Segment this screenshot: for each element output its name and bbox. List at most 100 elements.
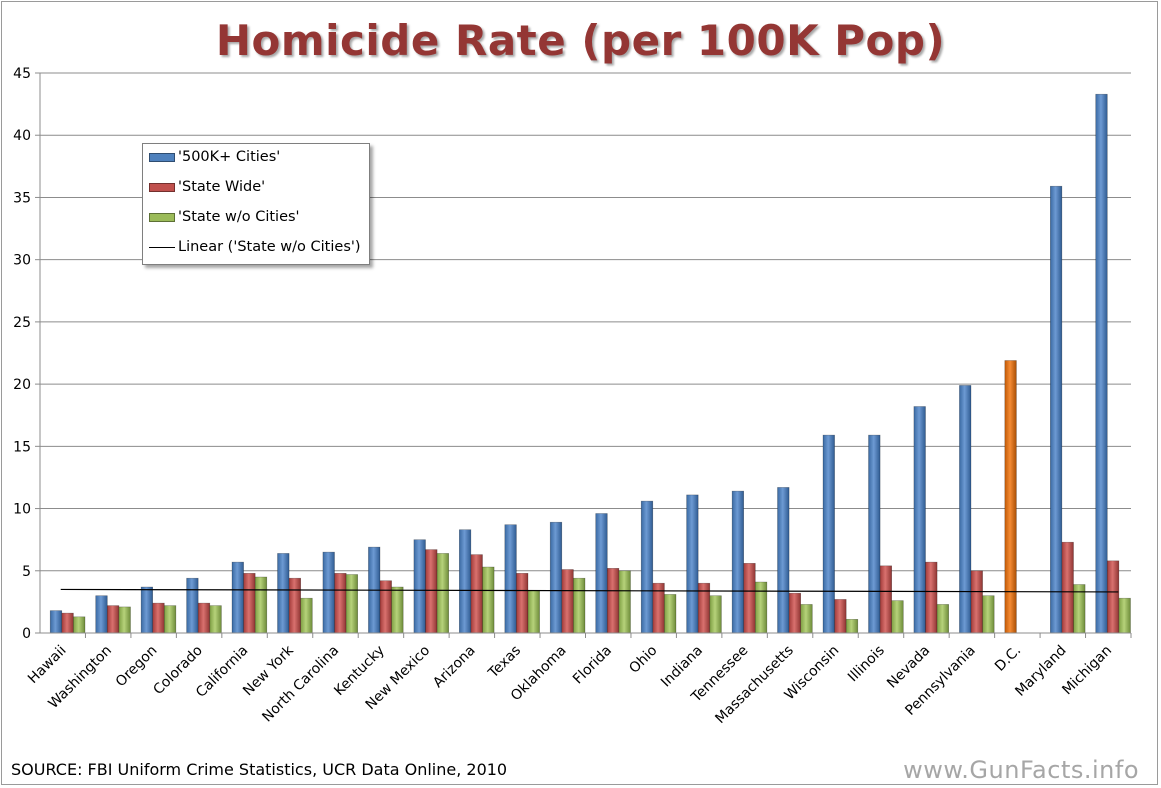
legend-label-state-wide: 'State Wide' xyxy=(178,179,266,195)
legend-item-trendline: Linear ('State w/o Cities') xyxy=(149,237,361,257)
legend-swatch-state-wide xyxy=(149,182,175,192)
bar-new-mexico-cities xyxy=(413,539,426,634)
bar-oklahoma-state-without-cities xyxy=(573,577,586,634)
bar-maryland-cities xyxy=(1050,185,1063,634)
legend-label-trendline: Linear ('State w/o Cities') xyxy=(178,239,361,255)
bar-arizona-cities xyxy=(458,529,472,634)
bar-hawaii-state-without-cities xyxy=(73,616,86,634)
x-tick-label: Florida xyxy=(570,643,615,688)
y-tick-label: 25 xyxy=(13,315,31,331)
bar-texas-cities xyxy=(504,524,517,634)
bar-tennessee-state-without-cities xyxy=(754,581,768,634)
bar-oklahoma-cities xyxy=(549,521,563,634)
bar-michigan-cities xyxy=(1095,93,1108,634)
bar-wisconsin-cities xyxy=(822,434,835,634)
bar-north-carolina-state-without-cities xyxy=(345,574,359,634)
bar-texas-state-without-cities xyxy=(527,590,540,634)
x-tick-label: Ohio xyxy=(626,643,660,677)
y-tick-label: 40 xyxy=(13,128,31,144)
bar-illinois-state-wide xyxy=(879,565,892,634)
bar-new-york-state-wide xyxy=(288,577,302,634)
y-tick-label: 15 xyxy=(13,439,31,455)
bar-colorado-state-wide xyxy=(197,602,211,634)
bar-north-carolina-cities xyxy=(322,551,335,634)
bar-tennessee-state-wide xyxy=(743,562,756,634)
bar-north-carolina-state-wide xyxy=(334,572,347,634)
y-tick-label: 20 xyxy=(13,377,31,393)
bar-pennsylvania-state-wide xyxy=(970,570,983,634)
bar-illinois-state-without-cities xyxy=(891,600,904,634)
legend-item-state-wide: 'State Wide' xyxy=(149,177,265,197)
x-tick-label: Texas xyxy=(485,643,524,682)
x-tick-label: Illinois xyxy=(845,643,888,686)
trendline xyxy=(60,588,1119,593)
x-tick-label: Arizona xyxy=(430,643,479,692)
bar-indiana-state-without-cities xyxy=(709,595,722,634)
bar-oregon-state-wide xyxy=(152,602,165,634)
bar-maryland-state-wide xyxy=(1061,541,1074,634)
watermark: www.GunFacts.info xyxy=(903,756,1139,784)
legend-swatch-state-without-cities xyxy=(149,212,175,222)
bar-oklahoma-state-wide xyxy=(561,569,574,634)
legend-swatch-trendline xyxy=(149,246,175,248)
bar-new-mexico-state-wide xyxy=(425,549,438,634)
bar-pennsylvania-cities xyxy=(959,385,972,634)
bar-california-cities xyxy=(231,561,244,634)
bar-nevada-state-without-cities xyxy=(936,604,949,634)
legend-label-cities: '500K+ Cities' xyxy=(178,149,281,165)
bar-nevada-cities xyxy=(913,406,926,634)
y-tick-label: 35 xyxy=(13,190,31,206)
bar-massachusetts-state-without-cities xyxy=(800,604,813,634)
bar-florida-state-without-cities xyxy=(618,570,631,634)
x-tick-label: Hawaii xyxy=(25,643,69,687)
bar-florida-state-wide xyxy=(606,567,620,634)
bar-ohio-cities xyxy=(640,500,654,634)
chart-title: Homicide Rate (per 100K Pop) xyxy=(215,16,946,65)
legend-item-state-without-cities: 'State w/o Cities' xyxy=(149,207,300,227)
bar-hawaii-cities xyxy=(49,610,63,634)
bar-wisconsin-state-wide xyxy=(834,599,847,634)
y-tick-label: 45 xyxy=(13,66,31,82)
bar-arizona-state-wide xyxy=(470,554,483,634)
legend-label-state-without-cities: 'State w/o Cities' xyxy=(178,209,300,225)
legend-item-cities: '500K+ Cities' xyxy=(149,147,280,167)
y-tick-label: 0 xyxy=(22,626,31,642)
bar-michigan-state-wide xyxy=(1107,560,1120,634)
y-tick-label: 5 xyxy=(22,564,31,580)
bar-florida-cities xyxy=(595,513,608,634)
bar-new-mexico-state-without-cities xyxy=(436,553,450,634)
bar-indiana-cities xyxy=(686,494,699,634)
bar-california-state-wide xyxy=(243,572,256,634)
bar-massachusetts-cities xyxy=(777,487,790,634)
bar-kentucky-state-wide xyxy=(379,580,392,634)
x-tick-label: Massachusetts xyxy=(712,643,796,727)
bar-new-york-state-without-cities xyxy=(300,597,313,634)
source-note: SOURCE: FBI Uniform Crime Statistics, UC… xyxy=(11,760,508,779)
bar-washington-cities xyxy=(95,595,108,634)
y-tick-label: 10 xyxy=(13,502,31,518)
bar-colorado-state-without-cities xyxy=(209,605,222,634)
bar-pennsylvania-state-without-cities xyxy=(982,595,995,634)
x-tick-label: Michigan xyxy=(1059,643,1115,699)
bar-massachusetts-state-wide xyxy=(788,592,801,634)
bar-arizona-state-without-cities xyxy=(482,566,495,634)
bar-nevada-state-wide xyxy=(925,561,938,634)
bar-california-state-without-cities xyxy=(254,576,268,634)
bar-texas-state-wide xyxy=(516,572,529,634)
x-tick-label: D.C. xyxy=(992,643,1024,675)
bar-kentucky-state-without-cities xyxy=(391,586,404,634)
bar-michigan-state-without-cities xyxy=(1118,597,1131,634)
bar-hawaii-state-wide xyxy=(61,612,74,634)
bar-washington-state-without-cities xyxy=(118,606,131,634)
bar-illinois-cities xyxy=(868,434,881,634)
bar-colorado-cities xyxy=(186,577,199,634)
legend-swatch-cities xyxy=(149,152,175,162)
bar-wisconsin-state-without-cities xyxy=(845,618,859,634)
bar-oregon-cities xyxy=(140,586,154,634)
legend: '500K+ Cities' 'State Wide' 'State w/o C… xyxy=(142,143,370,265)
bar-oregon-state-without-cities xyxy=(164,605,177,634)
bar-washington-state-wide xyxy=(107,605,120,634)
bar-ohio-state-without-cities xyxy=(664,594,677,634)
